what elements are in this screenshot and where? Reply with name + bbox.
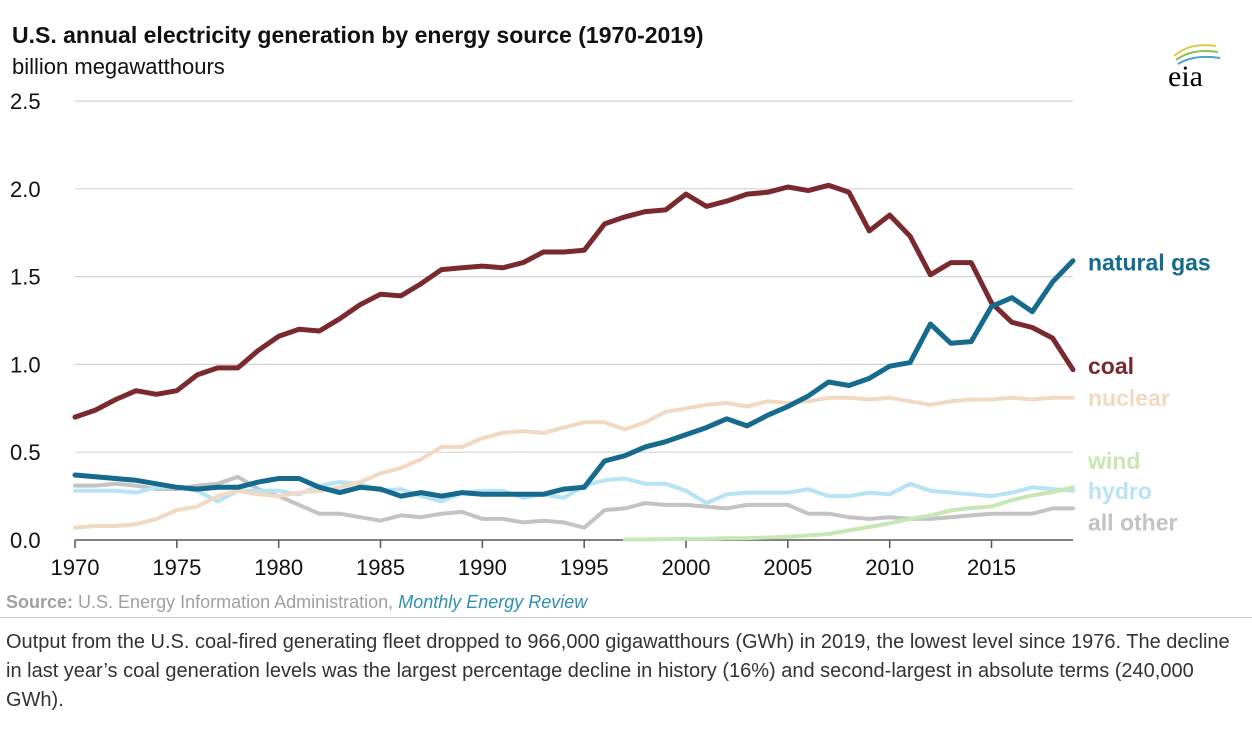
series-labels: natural gas coal nuclear wind hydro all other bbox=[1087, 250, 1211, 536]
logo-text: eia bbox=[1168, 60, 1203, 92]
x-tick-label: 1990 bbox=[458, 555, 507, 580]
x-tick-label: 2015 bbox=[967, 555, 1016, 580]
source-text: U.S. Energy Information Administration, bbox=[78, 592, 394, 612]
y-tick-label: 0.0 bbox=[10, 528, 41, 553]
y-tick-label: 2.5 bbox=[10, 89, 41, 114]
x-tick-label: 2010 bbox=[865, 555, 914, 580]
x-tick-label: 1995 bbox=[560, 555, 609, 580]
y-tick-label: 2.0 bbox=[10, 177, 41, 202]
eia-logo-icon: eia bbox=[1168, 44, 1221, 93]
series-line-natural-gas bbox=[72, 258, 1076, 499]
x-tick-label: 1980 bbox=[254, 555, 303, 580]
x-axis-ticks: 1970 1975 1980 1985 1990 1995 2000 2005 2010 2015 bbox=[51, 540, 1016, 580]
series-lines bbox=[72, 182, 1076, 542]
x-tick-label: 2005 bbox=[763, 555, 812, 580]
eia-logo: eia bbox=[1160, 40, 1230, 93]
series-label-hydro: hydro bbox=[1088, 478, 1152, 504]
x-tick-label: 1985 bbox=[356, 555, 405, 580]
source-reference-link[interactable]: Monthly Energy Review bbox=[398, 592, 588, 612]
series-line-wind bbox=[622, 485, 1075, 542]
x-tick-label: 1975 bbox=[152, 555, 201, 580]
series-line-all-other bbox=[73, 474, 1075, 530]
x-tick-label: 1970 bbox=[51, 555, 100, 580]
caption: Output from the U.S. coal-fired generati… bbox=[6, 631, 1230, 711]
source-note: Source: U.S. Energy Information Administ… bbox=[6, 592, 587, 613]
x-tick-label: 2000 bbox=[662, 555, 711, 580]
series-label-nuclear: nuclear bbox=[1088, 385, 1170, 411]
chart-title: U.S. annual electricity generation by en… bbox=[12, 22, 704, 48]
series-label-all-other: all other bbox=[1088, 509, 1178, 535]
series-label-coal: coal bbox=[1088, 353, 1134, 379]
divider bbox=[0, 617, 1252, 618]
series-line-coal bbox=[72, 182, 1076, 420]
series-label-natural-gas: natural gas bbox=[1088, 250, 1211, 276]
y-tick-label: 0.5 bbox=[10, 440, 41, 465]
y-tick-label: 1.0 bbox=[10, 352, 41, 377]
source-label: Source: bbox=[6, 592, 74, 612]
chart-subtitle: billion megawatthours bbox=[12, 54, 225, 79]
gridlines bbox=[75, 100, 1073, 541]
y-tick-label: 1.5 bbox=[10, 265, 41, 290]
y-axis-ticks: 0.0 0.5 1.0 1.5 2.0 2.5 bbox=[10, 89, 41, 553]
series-label-wind: wind bbox=[1087, 448, 1140, 474]
series-line-nuclear bbox=[73, 395, 1075, 530]
line-chart: 0.00.51.01.52.02.5 1970 1975 1980 1985 1990 1… bbox=[10, 89, 1211, 580]
